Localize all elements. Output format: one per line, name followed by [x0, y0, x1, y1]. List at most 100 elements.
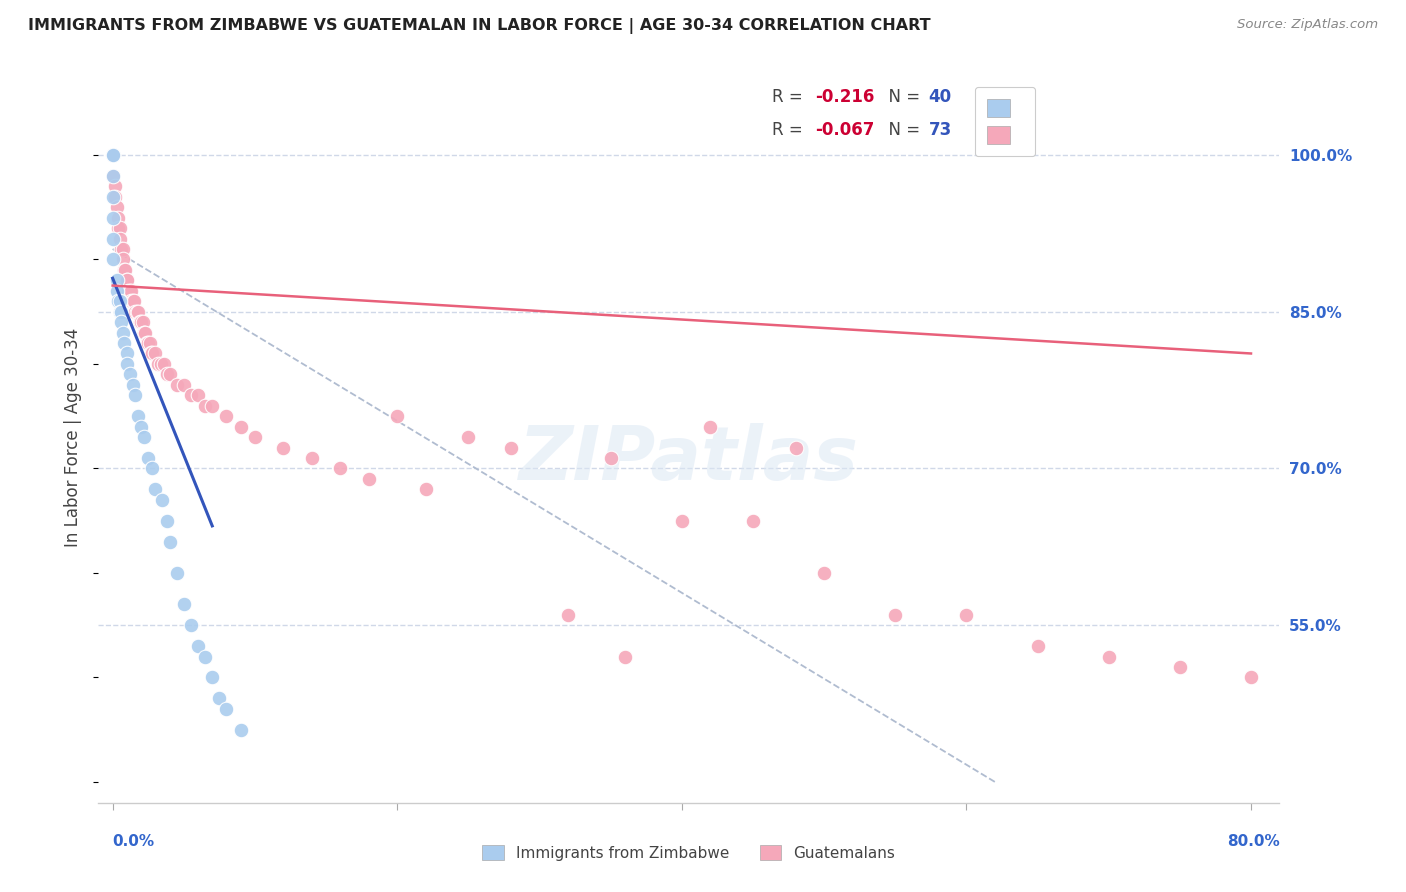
- Point: [194, 649, 217, 664]
- Point: [187, 388, 209, 402]
- Point: [127, 409, 149, 424]
- Point: [131, 315, 153, 329]
- Point: [101, 148, 124, 162]
- Point: [187, 639, 209, 653]
- Point: [114, 263, 136, 277]
- Point: [111, 252, 134, 267]
- Point: [139, 346, 162, 360]
- Point: [120, 294, 142, 309]
- Point: [301, 450, 323, 465]
- Text: N =: N =: [877, 121, 925, 139]
- Point: [141, 461, 163, 475]
- Text: -0.216: -0.216: [815, 88, 875, 106]
- Point: [229, 419, 252, 434]
- Point: [387, 409, 409, 424]
- Point: [132, 326, 155, 340]
- Point: [671, 514, 693, 528]
- Point: [108, 231, 131, 245]
- Point: [132, 430, 155, 444]
- Point: [194, 399, 217, 413]
- Point: [173, 597, 195, 611]
- Point: [215, 409, 238, 424]
- Point: [955, 607, 977, 622]
- Point: [136, 450, 159, 465]
- Point: [599, 450, 621, 465]
- Point: [141, 346, 163, 360]
- Point: [107, 211, 129, 225]
- Point: [152, 492, 174, 507]
- Point: [124, 388, 146, 402]
- Point: [101, 190, 124, 204]
- Text: 40: 40: [929, 88, 952, 106]
- Point: [613, 649, 636, 664]
- Legend: Immigrants from Zimbabwe, Guatemalans: Immigrants from Zimbabwe, Guatemalans: [475, 838, 903, 868]
- Point: [215, 702, 238, 716]
- Text: 0.0%: 0.0%: [112, 834, 155, 849]
- Point: [138, 336, 160, 351]
- Point: [159, 368, 181, 382]
- Point: [153, 357, 176, 371]
- Point: [884, 607, 907, 622]
- Point: [107, 294, 129, 309]
- Point: [143, 346, 166, 360]
- Point: [243, 430, 266, 444]
- Point: [120, 284, 142, 298]
- Point: [134, 326, 156, 340]
- Point: [1168, 660, 1191, 674]
- Point: [101, 148, 124, 162]
- Point: [499, 441, 522, 455]
- Point: [101, 211, 124, 225]
- Point: [101, 148, 124, 162]
- Point: [125, 304, 148, 318]
- Text: 80.0%: 80.0%: [1226, 834, 1279, 849]
- Point: [129, 419, 152, 434]
- Point: [105, 200, 128, 214]
- Point: [115, 273, 138, 287]
- Point: [201, 399, 224, 413]
- Point: [104, 190, 127, 204]
- Point: [122, 294, 145, 309]
- Point: [108, 294, 131, 309]
- Point: [124, 304, 146, 318]
- Point: [742, 514, 765, 528]
- Point: [1026, 639, 1049, 653]
- Point: [136, 336, 159, 351]
- Text: Source: ZipAtlas.com: Source: ZipAtlas.com: [1237, 18, 1378, 31]
- Point: [101, 169, 124, 183]
- Point: [118, 368, 141, 382]
- Text: 73: 73: [929, 121, 952, 139]
- Point: [150, 357, 173, 371]
- Point: [273, 441, 295, 455]
- Point: [813, 566, 835, 580]
- Point: [180, 388, 202, 402]
- Point: [1240, 670, 1263, 684]
- Text: -0.067: -0.067: [815, 121, 875, 139]
- Point: [785, 441, 807, 455]
- Point: [111, 242, 134, 256]
- Point: [699, 419, 721, 434]
- Point: [166, 566, 188, 580]
- Text: ZIPatlas: ZIPatlas: [519, 423, 859, 496]
- Point: [117, 284, 139, 298]
- Point: [110, 242, 132, 256]
- Y-axis label: In Labor Force | Age 30-34: In Labor Force | Age 30-34: [65, 327, 83, 547]
- Text: R =: R =: [772, 88, 807, 106]
- Point: [166, 377, 188, 392]
- Point: [107, 221, 129, 235]
- Point: [1098, 649, 1121, 664]
- Point: [115, 357, 138, 371]
- Point: [180, 618, 202, 632]
- Point: [110, 304, 132, 318]
- Text: IMMIGRANTS FROM ZIMBABWE VS GUATEMALAN IN LABOR FORCE | AGE 30-34 CORRELATION CH: IMMIGRANTS FROM ZIMBABWE VS GUATEMALAN I…: [28, 18, 931, 34]
- Point: [557, 607, 579, 622]
- Point: [208, 691, 231, 706]
- Point: [101, 252, 124, 267]
- Point: [111, 326, 134, 340]
- Point: [118, 284, 141, 298]
- Point: [108, 221, 131, 235]
- Text: R =: R =: [772, 121, 807, 139]
- Point: [112, 336, 135, 351]
- Point: [148, 357, 170, 371]
- Point: [105, 284, 128, 298]
- Point: [457, 430, 479, 444]
